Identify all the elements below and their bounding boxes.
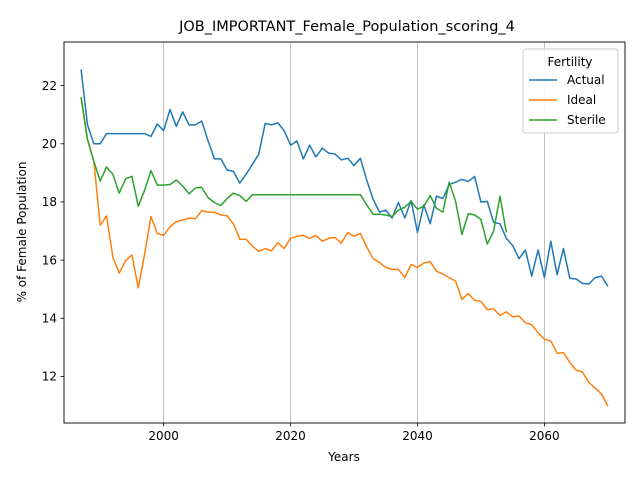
legend-label-ideal: Ideal — [567, 93, 596, 107]
y-tick-label-20: 20 — [42, 137, 57, 151]
y-axis-label: % of Female Population — [15, 162, 29, 303]
legend-box — [522, 48, 619, 134]
x-tick-label-2020: 2020 — [275, 429, 306, 443]
y-tick-label-12: 12 — [42, 370, 57, 384]
series-line-sterile — [80, 97, 508, 245]
series-line-actual — [80, 69, 609, 287]
y-axis-ticks: 12 14 16 18 20 22 — [42, 79, 64, 384]
y-tick-label-16: 16 — [42, 253, 57, 267]
series-line-ideal — [80, 97, 609, 407]
x-tick-label-2060: 2060 — [529, 429, 560, 443]
plot-area-frame — [63, 41, 626, 424]
series-lines — [80, 69, 609, 407]
x-tick-label-2000: 2000 — [148, 429, 179, 443]
grid-lines — [163, 42, 545, 423]
x-axis-ticks: 2000 2020 2040 2060 — [148, 423, 560, 443]
x-axis-label: Years — [327, 450, 360, 464]
y-tick-label-14: 14 — [42, 311, 57, 325]
legend: Fertility Actual Ideal Sterile — [522, 48, 619, 134]
y-tick-label-18: 18 — [42, 195, 57, 209]
legend-label-sterile: Sterile — [567, 113, 606, 127]
x-tick-label-2040: 2040 — [402, 429, 433, 443]
legend-title: Fertility — [547, 55, 592, 69]
y-tick-label-22: 22 — [42, 79, 57, 93]
legend-label-actual: Actual — [567, 73, 605, 87]
chart-title: JOB_IMPORTANT_Female_Population_scoring_… — [178, 19, 515, 35]
legend-items: Actual Ideal Sterile — [529, 73, 606, 127]
